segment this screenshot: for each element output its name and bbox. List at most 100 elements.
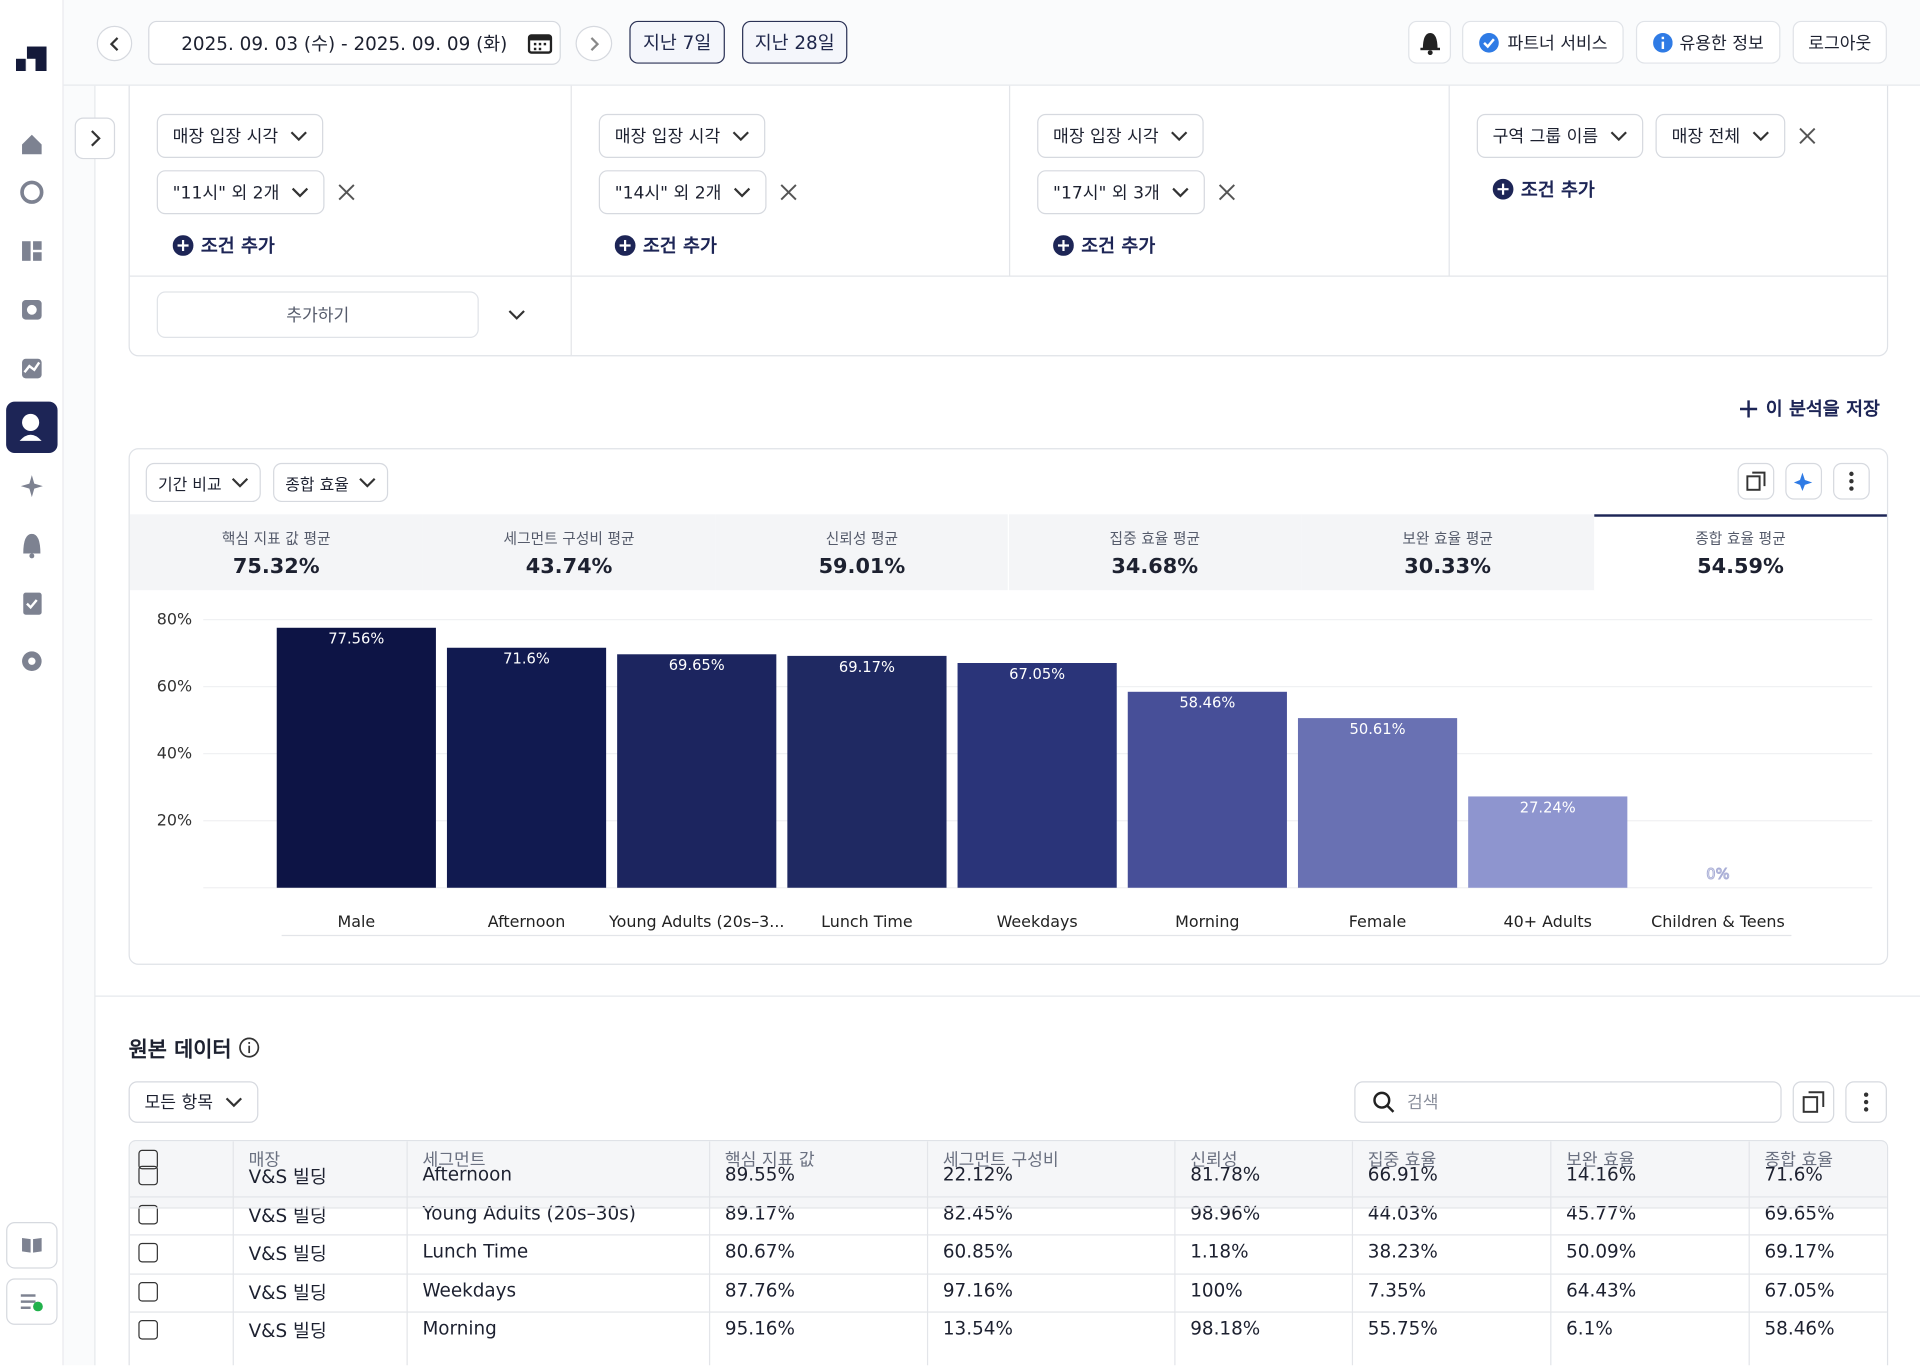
row-checkbox[interactable] [138,1282,158,1302]
calendar-icon[interactable] [527,32,553,54]
metric-tab[interactable]: 종합 효율 평균 54.59% [1594,514,1887,591]
filter-row: "11시" 외 2개 [156,170,357,215]
metric-tab[interactable]: 보완 효율 평균 30.33% [1301,514,1595,591]
expand-button[interactable] [74,117,116,160]
search-icon [1373,1091,1395,1113]
bar [276,627,436,888]
copy-button[interactable] [1737,462,1775,500]
task-button[interactable] [6,1278,58,1325]
next-button[interactable] [575,25,613,62]
row-checkbox[interactable] [138,1149,158,1170]
metric-value: 34.68% [1111,554,1199,580]
save-analysis[interactable]: 이 분석을 저장 [1739,396,1880,422]
column-filter[interactable]: 모든 항목 [128,1081,259,1123]
add-condition[interactable]: 조건 추가 [1037,227,1155,264]
column-header[interactable]: 집중 효율 [1367,1151,1437,1171]
row-divider [129,1273,1887,1275]
x-tick-label: 40+ Adults [1504,912,1592,931]
bar [1468,796,1628,888]
column-header[interactable]: 핵심 지표 값 [724,1151,815,1171]
value-label: 69.65% [669,657,725,674]
task-icon [20,1294,43,1312]
row-divider [129,1196,1887,1198]
row-checkbox[interactable] [138,1165,158,1186]
row-checkbox[interactable] [138,1242,158,1263]
metric-tab[interactable]: 신뢰성 평균 59.01% [715,514,1009,591]
add-condition[interactable]: 조건 추가 [157,227,275,264]
column-divider [1748,1141,1750,1366]
chevron-down [734,187,751,198]
filter-dropdown[interactable]: 매장 입장 시각 [156,113,324,158]
column-header[interactable]: 보완 효율 [1566,1151,1635,1171]
table-cell: V&S 빌딩 [248,1282,327,1305]
add-segment-button[interactable]: 추가하기 [156,291,479,338]
remove-icon[interactable] [1217,182,1237,202]
dropdown-label: "11시" 외 2개 [172,183,280,204]
column-header[interactable]: 세그먼트 구성비 [942,1151,1059,1171]
x-tick-label: Afternoon [488,912,566,931]
filter-dropdown[interactable]: "11시" 외 2개 [156,170,325,215]
filter-dropdown[interactable]: 구역 그룹 이름 [1476,113,1644,158]
chevron-down[interactable] [508,309,525,321]
filter-card: 추가하기 매장 입장 시각 "11시" 외 2개 조건 추가 매장 입장 시각 "14시… [128,48,1889,357]
filter-dropdown[interactable]: "14시" 외 2개 [598,170,767,215]
search-box[interactable]: 검색 [1354,1081,1782,1123]
filter-row: "14시" 외 2개 [598,170,799,215]
add-condition[interactable]: 조건 추가 [599,227,717,264]
filter-dropdown[interactable]: 매장 입장 시각 [598,113,766,158]
more-button[interactable] [1845,1081,1887,1123]
remove-icon[interactable] [779,182,799,202]
metric-tab[interactable]: 세그먼트 구성비 평균 43.74% [422,514,716,591]
ai-button[interactable] [1785,462,1823,500]
copy-button[interactable] [1792,1081,1835,1123]
logout-button[interactable]: 로그아웃 [1792,20,1887,64]
info-icon[interactable] [239,1037,260,1058]
metric-tab[interactable]: 핵심 지표 값 평균 75.32% [129,514,423,591]
filter-dropdown[interactable]: 기간 비교 [145,462,261,503]
remove-icon[interactable] [1798,126,1818,146]
range-chip[interactable]: 지난 7일 [629,20,725,64]
guide-button[interactable] [6,1222,58,1269]
metric-tab[interactable]: 집중 효율 평균 34.68% [1008,514,1302,591]
value-label: 0% [1706,866,1729,883]
table-cell: Lunch Time [422,1240,529,1263]
chart-controls: 기간 비교 종합 효율 [145,462,389,503]
x-tick-label: Female [1349,912,1407,931]
filter-dropdown[interactable]: "17시" 외 3개 [1037,170,1206,215]
prev-button[interactable] [96,25,133,62]
row-checkbox[interactable] [138,1320,158,1340]
metric-value: 30.33% [1404,554,1491,580]
x-tick-label: Children & Teens [1651,912,1785,931]
nav-icons[interactable] [0,110,64,686]
y-tick-label: 60% [157,677,192,696]
table-cell: 66.91% [1367,1163,1438,1186]
value-label: 27.24% [1520,799,1576,816]
filter-dropdown[interactable]: 매장 전체 [1655,113,1786,158]
remove-icon[interactable] [337,182,357,202]
bar [446,647,607,888]
column-header[interactable]: 매장 [248,1151,281,1171]
partner-button[interactable]: 파트너 서비스 [1462,20,1624,64]
notification-button[interactable] [1408,20,1452,64]
dropdown-label: 구역 그룹 이름 [1492,127,1599,147]
row-checkbox[interactable] [138,1204,158,1225]
column-header[interactable]: 신뢰성 [1190,1151,1238,1171]
table-cell: 45.77% [1566,1202,1637,1225]
add-condition[interactable]: 조건 추가 [1477,170,1595,207]
filter-dropdown[interactable]: 매장 입장 시각 [1037,113,1204,158]
divider [1008,50,1011,276]
table-cell: 60.85% [942,1240,1013,1263]
range-chip[interactable]: 지난 28일 [742,20,848,64]
y-tick-label: 40% [157,744,192,763]
info-button[interactable]: 유용한 정보 [1635,20,1781,64]
chevron-down [1172,187,1189,198]
date-range[interactable]: 2025. 09. 03 (수) - 2025. 09. 09 (화) [148,20,561,65]
column-divider [708,1141,711,1366]
filter-row: 매장 입장 시각 [598,113,766,158]
filter-dropdown[interactable]: 종합 효율 [273,462,389,503]
column-header[interactable]: 세그먼트 [422,1151,486,1171]
metric-value: 59.01% [818,554,906,580]
column-header[interactable]: 종합 효율 [1764,1151,1834,1171]
more-button[interactable] [1833,462,1870,500]
